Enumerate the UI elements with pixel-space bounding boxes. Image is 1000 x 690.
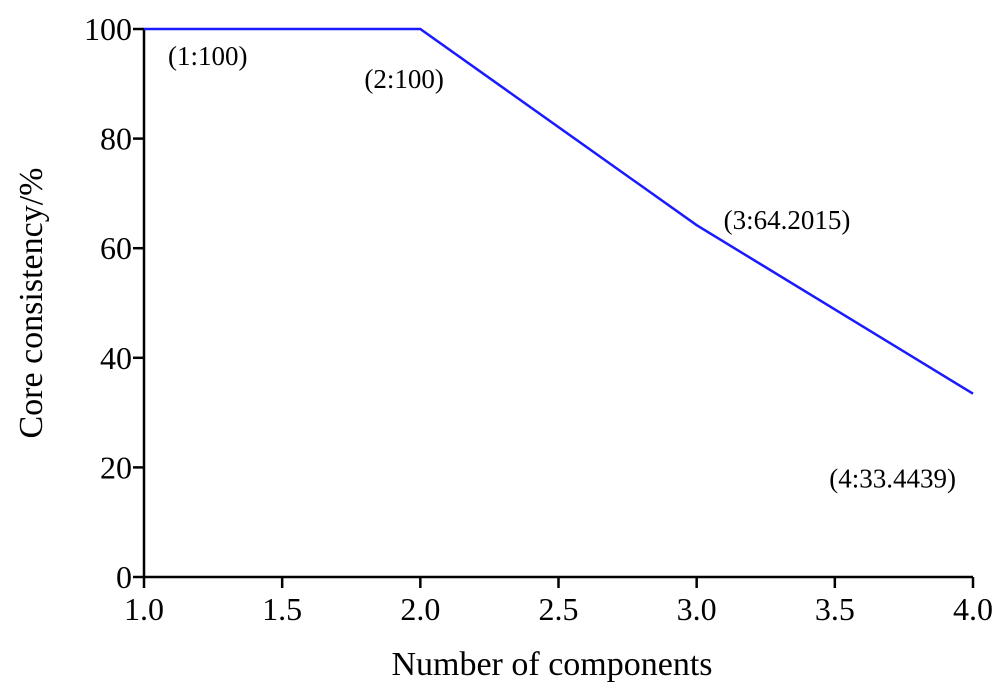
point-label: (1:100)	[168, 41, 247, 71]
point-label: (4:33.4439)	[829, 464, 956, 494]
x-ticks: 1.0 1.5 2.0 2.5 3.0 3.5 4.0	[124, 577, 993, 627]
y-tick-label: 20	[100, 449, 132, 485]
x-tick-label: 3.0	[677, 591, 717, 627]
x-tick-label: 1.0	[124, 591, 164, 627]
x-tick-label: 4.0	[953, 591, 993, 627]
y-ticks: 0 20 40 60 80 100	[84, 11, 144, 595]
annotation-layer: (1:100) (2:100) (3:64.2015) (4:33.4439)	[168, 41, 956, 494]
y-tick-label: 0	[116, 559, 132, 595]
y-tick-label: 60	[100, 230, 132, 266]
series-layer	[144, 27, 974, 395]
x-tick-label: 3.5	[815, 591, 855, 627]
series-line	[144, 27, 974, 395]
x-axis-title: Number of components	[391, 646, 712, 683]
y-tick-label: 100	[84, 11, 132, 47]
y-tick-label: 40	[100, 340, 132, 376]
y-axis-title: Core consistency/%	[13, 168, 50, 439]
x-tick-label: 2.0	[400, 591, 440, 627]
point-label: (3:64.2015)	[724, 205, 851, 235]
point-label: (2:100)	[364, 64, 443, 94]
x-tick-label: 1.5	[262, 591, 302, 627]
axes	[142, 29, 973, 579]
y-tick-label: 80	[100, 121, 132, 157]
x-tick-label: 2.5	[539, 591, 579, 627]
